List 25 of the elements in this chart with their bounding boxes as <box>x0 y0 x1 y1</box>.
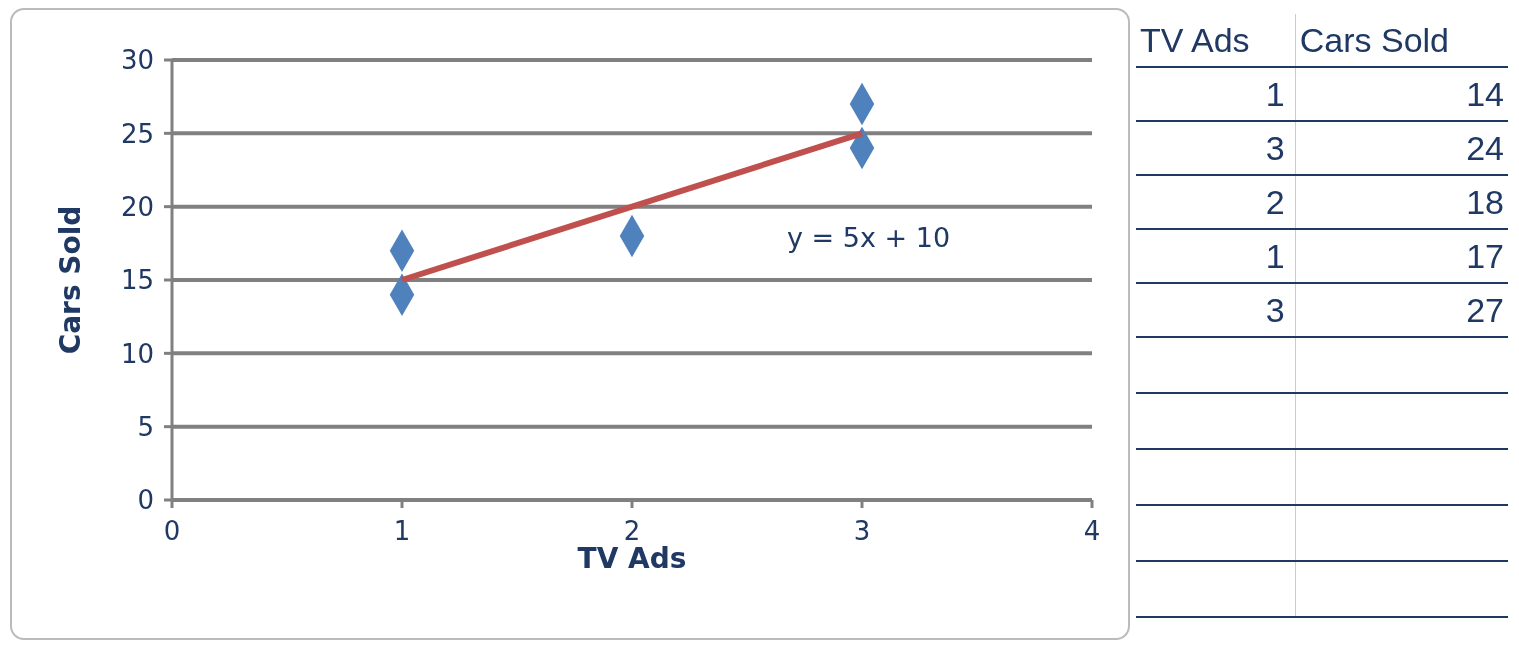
y-axis-title: Cars Sold <box>53 205 87 355</box>
category-label: 3 <box>1136 121 1296 175</box>
category-label: 1 <box>1136 229 1296 283</box>
x-tick-label: 0 <box>163 516 181 547</box>
data-label: 17 <box>1295 229 1508 283</box>
category-label: 1 <box>1136 67 1296 121</box>
y-tick-label: 30 <box>120 45 154 76</box>
data-label: 24 <box>1295 121 1508 175</box>
y-tick-label: 25 <box>120 118 154 149</box>
category-label: 3 <box>1136 283 1296 337</box>
x-tick-label: 4 <box>1083 516 1101 547</box>
y-tick-label: 0 <box>137 485 154 516</box>
y-tick-label: 20 <box>120 191 154 222</box>
text: TV Ads <box>1136 14 1296 67</box>
y-tick-label: 10 <box>120 338 154 369</box>
data-label: 14 <box>1295 67 1508 121</box>
y-tick-label: 15 <box>120 265 154 296</box>
x-tick-label: 3 <box>853 516 871 547</box>
data-label: 18 <box>1295 175 1508 229</box>
y-tick-label: 5 <box>137 411 154 442</box>
x-tick-label: 1 <box>393 516 411 547</box>
data-label: 27 <box>1295 283 1508 337</box>
category-label: 2 <box>1136 175 1296 229</box>
annotation: y = 5x + 10 <box>787 222 951 253</box>
text: Cars Sold <box>1295 14 1508 67</box>
